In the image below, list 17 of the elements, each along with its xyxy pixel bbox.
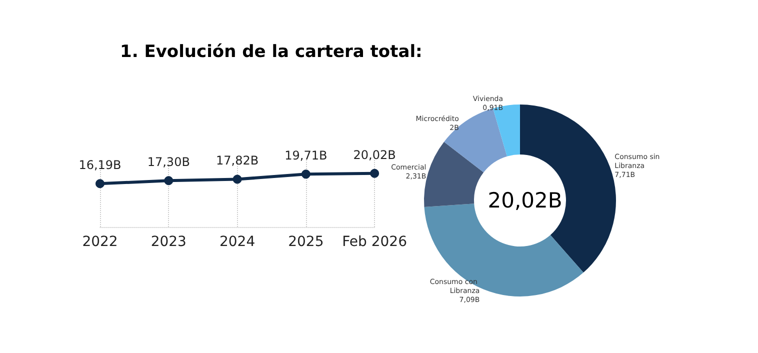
data-label: 17,30B	[147, 155, 190, 170]
text: 20,02B	[488, 188, 562, 212]
x-tick-label: 2023	[150, 234, 186, 250]
point	[164, 176, 174, 186]
point	[370, 168, 380, 178]
data-label: 20,02B	[353, 148, 396, 162]
data-label: 17,82B	[216, 154, 259, 168]
point	[232, 174, 242, 184]
data-label: 16,19B	[78, 158, 122, 172]
point	[301, 170, 310, 179]
x-tick-label: 2025	[288, 234, 324, 250]
chart-title: 1. Evolución de la cartera total:	[120, 42, 422, 62]
x-tick-label: Feb 2026	[342, 234, 408, 250]
x-tick-label: 2022	[82, 234, 118, 250]
point	[96, 179, 104, 188]
data-label: 19,71B	[284, 148, 328, 163]
x-tick-label: 2024	[219, 234, 256, 250]
